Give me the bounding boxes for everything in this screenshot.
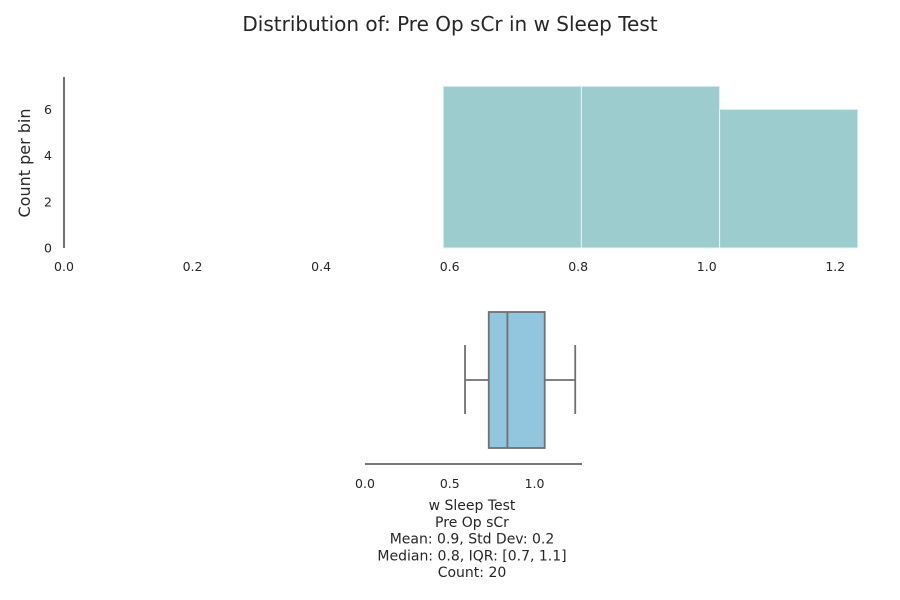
chart-title: Distribution of: Pre Op sCr in w Sleep T… bbox=[242, 12, 657, 36]
histogram-bar bbox=[580, 85, 721, 249]
y-axis-label: Count per bin bbox=[15, 108, 34, 217]
y-tick-label: 2 bbox=[44, 194, 52, 209]
box-stats-line: Pre Op sCr bbox=[435, 515, 509, 531]
box-x-tick-label: 0.5 bbox=[440, 476, 460, 491]
y-tick-label: 6 bbox=[44, 102, 52, 117]
box-stats-line: Mean: 0.9, Std Dev: 0.2 bbox=[390, 532, 555, 548]
x-tick-label: 0.6 bbox=[440, 259, 460, 274]
x-tick-label: 0.0 bbox=[54, 259, 74, 274]
box-stats-line: w Sleep Test bbox=[429, 498, 516, 514]
box-x-tick-label: 0.0 bbox=[355, 476, 375, 491]
box-stats-line: Median: 0.8, IQR: [0.7, 1.1] bbox=[377, 548, 566, 564]
histogram-panel: 0 2 4 6 0.0 0.2 0.4 0.6 0.8 1.0 1.2 Count per bin bbox=[15, 77, 859, 274]
iqr-box bbox=[487, 311, 546, 449]
x-tick-label: 0.8 bbox=[568, 259, 588, 274]
box-x-tick-label: 1.0 bbox=[525, 476, 545, 491]
x-tick-label: 0.2 bbox=[183, 259, 203, 274]
x-tick-label: 0.4 bbox=[311, 259, 331, 274]
y-tick-label: 0 bbox=[44, 241, 52, 256]
y-tick-label: 4 bbox=[44, 148, 52, 163]
x-tick-label: 1.0 bbox=[697, 259, 717, 274]
histogram-bar bbox=[719, 108, 859, 249]
box-stats-line: Count: 20 bbox=[438, 565, 507, 581]
x-tick-label: 1.2 bbox=[825, 259, 845, 274]
histogram-bar bbox=[442, 85, 582, 249]
